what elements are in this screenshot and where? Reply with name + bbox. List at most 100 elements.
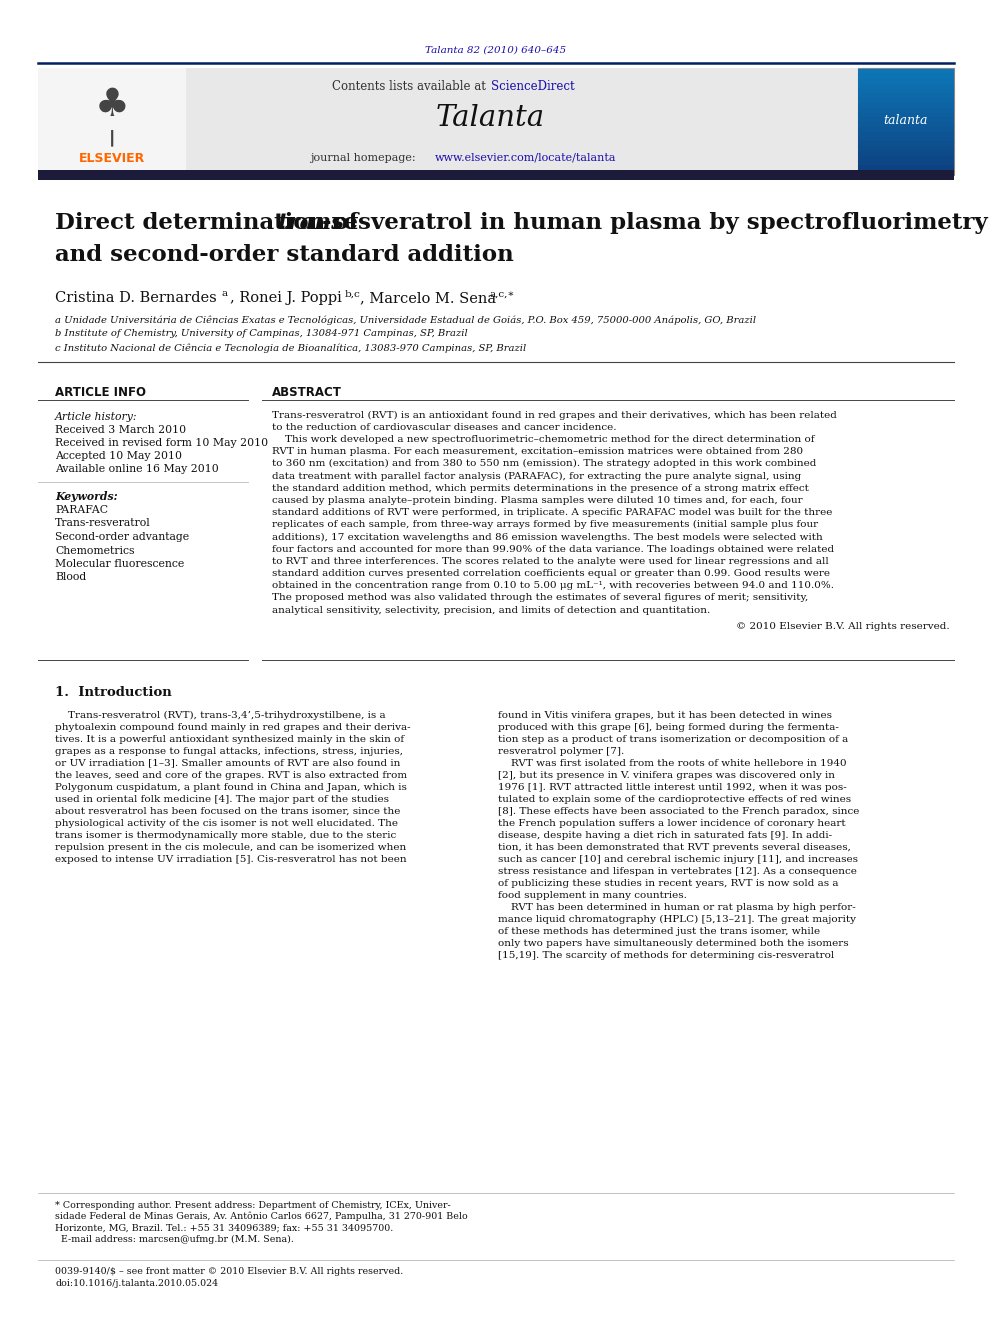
- Bar: [858, 67, 954, 175]
- Text: tion step as a product of trans isomerization or decomposition of a: tion step as a product of trans isomeriz…: [498, 734, 848, 744]
- Text: the leaves, seed and core of the grapes. RVT is also extracted from: the leaves, seed and core of the grapes.…: [55, 770, 407, 779]
- Bar: [858, 122, 954, 127]
- Text: of these methods has determined just the trans isomer, while: of these methods has determined just the…: [498, 926, 820, 935]
- Text: standard addition curves presented correlation coefficients equal or greater tha: standard addition curves presented corre…: [272, 569, 830, 578]
- Text: the standard addition method, which permits determinations in the presence of a : the standard addition method, which perm…: [272, 484, 808, 492]
- Text: used in oriental folk medicine [4]. The major part of the studies: used in oriental folk medicine [4]. The …: [55, 795, 389, 803]
- Bar: [858, 94, 954, 98]
- Text: Received in revised form 10 May 2010: Received in revised form 10 May 2010: [55, 438, 268, 448]
- Text: and second-order standard addition: and second-order standard addition: [55, 243, 514, 266]
- Text: Blood: Blood: [55, 573, 86, 582]
- Text: The proposed method was also validated through the estimates of several figures : The proposed method was also validated t…: [272, 594, 808, 602]
- Text: about resveratrol has been focused on the trans isomer, since the: about resveratrol has been focused on th…: [55, 807, 401, 815]
- Text: Talanta: Talanta: [435, 105, 545, 132]
- Text: of publicizing these studies in recent years, RVT is now sold as a: of publicizing these studies in recent y…: [498, 878, 838, 888]
- Text: E-mail address: marcsen@ufmg.br (M.M. Sena).: E-mail address: marcsen@ufmg.br (M.M. Se…: [55, 1234, 294, 1244]
- Text: tulated to explain some of the cardioprotective effects of red wines: tulated to explain some of the cardiopro…: [498, 795, 851, 803]
- Text: obtained in the concentration range from 0.10 to 5.00 μg mL⁻¹, with recoveries b: obtained in the concentration range from…: [272, 581, 834, 590]
- Text: four factors and accounted for more than 99.90% of the data variance. The loadin: four factors and accounted for more than…: [272, 545, 834, 554]
- Text: a: a: [222, 290, 228, 299]
- Text: to the reduction of cardiovascular diseases and cancer incidence.: to the reduction of cardiovascular disea…: [272, 423, 616, 431]
- Bar: [858, 146, 954, 151]
- Text: exposed to intense UV irradiation [5]. Cis-resveratrol has not been: exposed to intense UV irradiation [5]. C…: [55, 855, 407, 864]
- Text: This work developed a new spectrofluorimetric–chemometric method for the direct : This work developed a new spectrofluorim…: [272, 435, 814, 445]
- Bar: [858, 151, 954, 156]
- Text: repulsion present in the cis molecule, and can be isomerized when: repulsion present in the cis molecule, a…: [55, 843, 407, 852]
- Text: data treatment with parallel factor analysis (PARAFAC), for extracting the pure : data treatment with parallel factor anal…: [272, 471, 802, 480]
- Text: a Unidade Universitária de Ciências Exatas e Tecnológicas, Universidade Estadual: a Unidade Universitária de Ciências Exat…: [55, 315, 756, 324]
- Text: caused by plasma analyte–protein binding. Plasma samples were diluted 10 times a: caused by plasma analyte–protein binding…: [272, 496, 803, 505]
- Bar: [858, 165, 954, 171]
- Text: Talanta 82 (2010) 640–645: Talanta 82 (2010) 640–645: [426, 45, 566, 54]
- Text: talanta: talanta: [884, 114, 929, 127]
- Text: ScienceDirect: ScienceDirect: [491, 81, 574, 94]
- Text: ABSTRACT: ABSTRACT: [272, 386, 342, 400]
- Text: Contents lists available at: Contents lists available at: [332, 81, 490, 94]
- Text: www.elsevier.com/locate/talanta: www.elsevier.com/locate/talanta: [435, 153, 616, 163]
- Text: Direct determination of: Direct determination of: [55, 212, 366, 234]
- Bar: [858, 136, 954, 142]
- Text: Second-order advantage: Second-order advantage: [55, 532, 189, 542]
- Text: 0039-9140/$ – see front matter © 2010 Elsevier B.V. All rights reserved.: 0039-9140/$ – see front matter © 2010 El…: [55, 1267, 404, 1277]
- Text: Available online 16 May 2010: Available online 16 May 2010: [55, 464, 219, 474]
- Bar: [858, 89, 954, 94]
- Text: doi:10.1016/j.talanta.2010.05.024: doi:10.1016/j.talanta.2010.05.024: [55, 1279, 218, 1289]
- Text: c Instituto Nacional de Ciência e Tecnologia de Bioanalítica, 13083-970 Campinas: c Instituto Nacional de Ciência e Tecnol…: [55, 343, 526, 353]
- Text: Horizonte, MG, Brazil. Tel.: +55 31 34096389; fax: +55 31 34095700.: Horizonte, MG, Brazil. Tel.: +55 31 3409…: [55, 1224, 393, 1233]
- Bar: [858, 112, 954, 118]
- Text: , Ronei J. Poppi: , Ronei J. Poppi: [230, 291, 342, 306]
- Bar: [858, 83, 954, 89]
- Text: Received 3 March 2010: Received 3 March 2010: [55, 425, 186, 435]
- Bar: [858, 127, 954, 132]
- Text: or UV irradiation [1–3]. Smaller amounts of RVT are also found in: or UV irradiation [1–3]. Smaller amounts…: [55, 758, 401, 767]
- Text: to 360 nm (excitation) and from 380 to 550 nm (emission). The strategy adopted i: to 360 nm (excitation) and from 380 to 5…: [272, 459, 816, 468]
- Text: grapes as a response to fungal attacks, infections, stress, injuries,: grapes as a response to fungal attacks, …: [55, 746, 403, 755]
- Text: trans isomer is thermodynamically more stable, due to the steric: trans isomer is thermodynamically more s…: [55, 831, 396, 840]
- Bar: [858, 103, 954, 107]
- Text: standard additions of RVT were performed, in triplicate. A specific PARAFAC mode: standard additions of RVT were performed…: [272, 508, 832, 517]
- Text: Keywords:: Keywords:: [55, 491, 118, 501]
- Text: Cristina D. Bernardes: Cristina D. Bernardes: [55, 291, 216, 306]
- Text: 1976 [1]. RVT attracted little interest until 1992, when it was pos-: 1976 [1]. RVT attracted little interest …: [498, 782, 847, 791]
- Text: tives. It is a powerful antioxidant synthesized mainly in the skin of: tives. It is a powerful antioxidant synt…: [55, 734, 404, 744]
- Text: 1.  Introduction: 1. Introduction: [55, 687, 172, 700]
- Text: [15,19]. The scarcity of methods for determining cis-resveratrol: [15,19]. The scarcity of methods for det…: [498, 950, 834, 959]
- Text: such as cancer [10] and cerebral ischemic injury [11], and increases: such as cancer [10] and cerebral ischemi…: [498, 855, 858, 864]
- Text: replicates of each sample, from three-way arrays formed by five measurements (in: replicates of each sample, from three-wa…: [272, 520, 818, 529]
- Bar: [858, 107, 954, 112]
- Text: Molecular fluorescence: Molecular fluorescence: [55, 560, 185, 569]
- Text: disease, despite having a diet rich in saturated fats [9]. In addi-: disease, despite having a diet rich in s…: [498, 831, 832, 840]
- Text: b,c: b,c: [345, 290, 361, 299]
- Text: phytoalexin compound found mainly in red grapes and their deriva-: phytoalexin compound found mainly in red…: [55, 722, 411, 732]
- Bar: [38, 67, 858, 175]
- Text: , Marcelo M. Sena: , Marcelo M. Sena: [360, 291, 496, 306]
- Text: Chemometrics: Chemometrics: [55, 545, 135, 556]
- Bar: [38, 67, 186, 175]
- Text: the French population suffers a lower incidence of coronary heart: the French population suffers a lower in…: [498, 819, 845, 827]
- Text: only two papers have simultaneously determined both the isomers: only two papers have simultaneously dete…: [498, 938, 848, 947]
- Text: resveratrol polymer [7].: resveratrol polymer [7].: [498, 746, 624, 755]
- Text: produced with this grape [6], being formed during the fermenta-: produced with this grape [6], being form…: [498, 722, 839, 732]
- Text: Trans-resveratrol (RVT), trans-3,4’,5-trihydroxystilbene, is a: Trans-resveratrol (RVT), trans-3,4’,5-tr…: [55, 710, 386, 720]
- Bar: [858, 74, 954, 79]
- Text: food supplement in many countries.: food supplement in many countries.: [498, 890, 686, 900]
- Text: a,c,∗: a,c,∗: [490, 290, 516, 299]
- Bar: [858, 160, 954, 165]
- Bar: [38, 169, 954, 180]
- Text: Trans-resveratrol: Trans-resveratrol: [55, 519, 151, 528]
- Text: [2], but its presence in V. vinifera grapes was discovered only in: [2], but its presence in V. vinifera gra…: [498, 770, 835, 779]
- Bar: [858, 98, 954, 103]
- Text: RVT was first isolated from the roots of white hellebore in 1940: RVT was first isolated from the roots of…: [498, 758, 846, 767]
- Text: trans: trans: [278, 212, 345, 234]
- Text: Article history:: Article history:: [55, 411, 138, 422]
- Text: analytical sensitivity, selectivity, precision, and limits of detection and quan: analytical sensitivity, selectivity, pre…: [272, 606, 710, 615]
- Text: * Corresponding author. Present address: Department of Chemistry, ICEx, Univer-: * Corresponding author. Present address:…: [55, 1200, 450, 1209]
- Bar: [858, 79, 954, 83]
- Text: RVT has been determined in human or rat plasma by high perfor-: RVT has been determined in human or rat …: [498, 902, 856, 912]
- Text: to RVT and three interferences. The scores related to the analyte were used for : to RVT and three interferences. The scor…: [272, 557, 828, 566]
- Bar: [858, 156, 954, 160]
- Text: ┃: ┃: [108, 130, 116, 147]
- Text: PARAFAC: PARAFAC: [55, 505, 108, 515]
- Text: ARTICLE INFO: ARTICLE INFO: [55, 386, 146, 400]
- Text: additions), 17 excitation wavelengths and 86 emission wavelengths. The best mode: additions), 17 excitation wavelengths an…: [272, 532, 822, 541]
